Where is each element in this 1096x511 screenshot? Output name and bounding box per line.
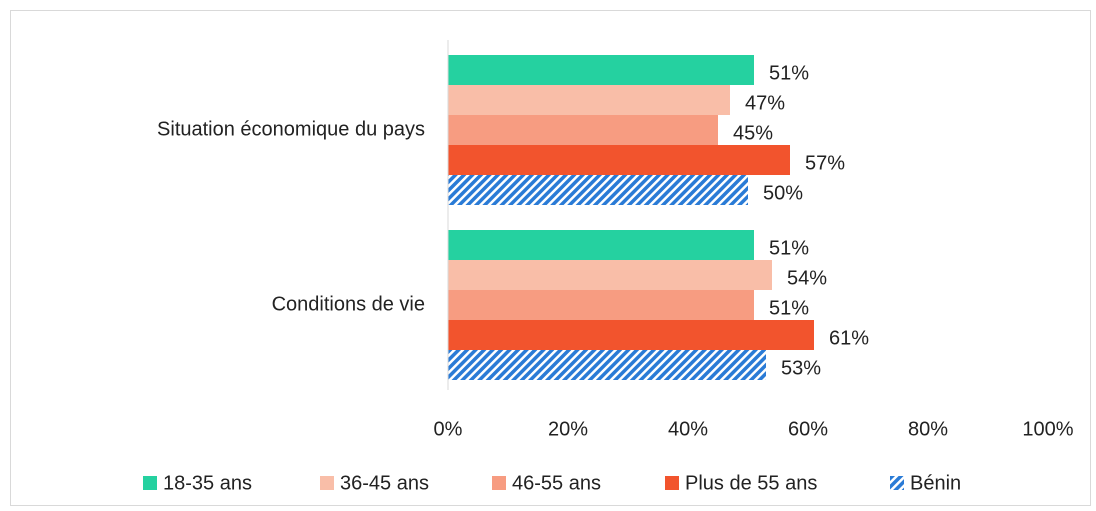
value-label: 54% bbox=[787, 267, 827, 289]
bar bbox=[448, 350, 766, 380]
legend-label: Plus de 55 ans bbox=[685, 472, 817, 494]
bar bbox=[448, 55, 754, 85]
bar bbox=[448, 320, 814, 350]
x-tick-label: 20% bbox=[548, 418, 588, 440]
bar bbox=[448, 145, 790, 175]
value-label: 61% bbox=[829, 327, 869, 349]
legend-swatch bbox=[320, 476, 334, 490]
bar bbox=[448, 260, 772, 290]
legend-label: 46-55 ans bbox=[512, 472, 601, 494]
legend-swatch bbox=[143, 476, 157, 490]
x-tick-label: 80% bbox=[908, 418, 948, 440]
x-tick-label: 60% bbox=[788, 418, 828, 440]
legend-swatch bbox=[492, 476, 506, 490]
value-label: 51% bbox=[769, 237, 809, 259]
x-tick-label: 100% bbox=[1022, 418, 1073, 440]
value-label: 51% bbox=[769, 297, 809, 319]
category-label: Conditions de vie bbox=[272, 293, 425, 315]
bar bbox=[448, 115, 718, 145]
value-label: 53% bbox=[781, 357, 821, 379]
value-label: 47% bbox=[745, 92, 785, 114]
legend-label: 18-35 ans bbox=[163, 472, 252, 494]
legend-label: Bénin bbox=[910, 472, 961, 494]
x-tick-label: 40% bbox=[668, 418, 708, 440]
category-label: Situation économique du pays bbox=[157, 118, 425, 140]
value-label: 57% bbox=[805, 152, 845, 174]
bar bbox=[448, 85, 730, 115]
value-label: 45% bbox=[733, 122, 773, 144]
x-tick-label: 0% bbox=[434, 418, 463, 440]
bar bbox=[448, 230, 754, 260]
bar bbox=[448, 290, 754, 320]
legend-label: 36-45 ans bbox=[340, 472, 429, 494]
value-label: 50% bbox=[763, 182, 803, 204]
value-label: 51% bbox=[769, 62, 809, 84]
legend-swatch bbox=[665, 476, 679, 490]
bar bbox=[448, 175, 748, 205]
legend-swatch bbox=[890, 476, 904, 490]
